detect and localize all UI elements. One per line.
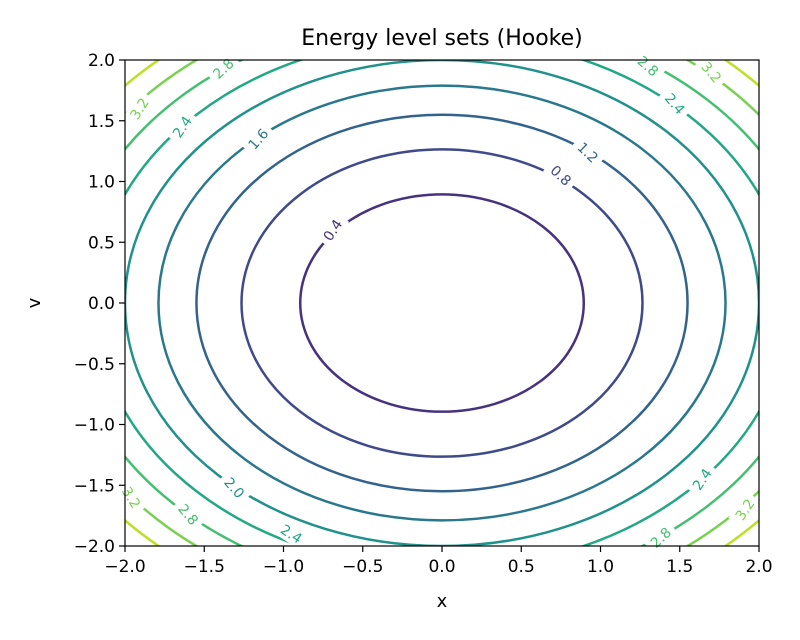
contour-label-group: 3.2 bbox=[728, 491, 762, 528]
y-tick-label: 1.5 bbox=[88, 112, 115, 132]
contour-label-group: 2.8 bbox=[171, 496, 206, 533]
y-tick-label: −1.0 bbox=[74, 416, 115, 436]
contour-label-background bbox=[694, 54, 729, 91]
x-tick-label: −0.5 bbox=[342, 557, 383, 577]
x-tick-label: 1.5 bbox=[666, 557, 693, 577]
contour-labels: 0.40.81.21.62.02.42.42.42.42.8 2.82.82.83… bbox=[115, 48, 762, 555]
x-axis-ticks: −2.0 −1.5 −1.0 −0.5 0.0 0.5 1.0 1.5 2.0 bbox=[104, 546, 773, 577]
y-axis-ticks: −2.0 −1.5 −1.0 −0.5 0.0 0.5 1.0 1.5 2.0 bbox=[74, 51, 125, 557]
contour-label-background bbox=[657, 85, 693, 122]
contour-label-background bbox=[630, 48, 667, 84]
y-tick-label: 0.0 bbox=[88, 294, 115, 314]
contour-level-0-4 bbox=[298, 193, 586, 413]
y-tick-label: −2.0 bbox=[74, 537, 115, 557]
contour-label-group: 2.0 bbox=[217, 469, 252, 506]
x-axis-label: x bbox=[437, 591, 448, 612]
contour-label-group: 2.8 bbox=[205, 51, 242, 86]
y-axis-label: v bbox=[24, 297, 45, 308]
y-tick-label: −0.5 bbox=[74, 355, 115, 375]
contour-label-group: 1.2 bbox=[570, 134, 606, 170]
contour-label-group: 1.6 bbox=[240, 121, 276, 157]
contour-label-background bbox=[217, 469, 252, 506]
contour-label-background bbox=[165, 108, 199, 146]
contour-label-background bbox=[570, 134, 606, 170]
contour-label-background bbox=[171, 496, 206, 533]
contour-label-group: 2.4 bbox=[685, 460, 719, 498]
y-tick-label: −1.5 bbox=[74, 476, 115, 496]
contour-label-group: 3.2 bbox=[115, 479, 148, 516]
contour-label-background bbox=[728, 491, 762, 528]
contour-label-background bbox=[543, 157, 579, 193]
contour-label-group: 2.4 bbox=[657, 85, 693, 122]
x-tick-label: 0.0 bbox=[428, 557, 455, 577]
x-tick-label: 1.0 bbox=[587, 557, 614, 577]
y-tick-label: 2.0 bbox=[88, 51, 115, 71]
contour-label-background bbox=[273, 517, 310, 551]
contour-label-group: 2.8 bbox=[630, 48, 667, 84]
contour-level-2-4 bbox=[125, 60, 759, 546]
contour-label-group: 2.4 bbox=[165, 108, 199, 146]
contour-label-background bbox=[115, 479, 148, 516]
chart-title: Energy level sets (Hooke) bbox=[301, 26, 583, 51]
contour-level-2 bbox=[125, 60, 759, 546]
y-tick-label: 1.0 bbox=[88, 173, 115, 193]
x-tick-label: −2.0 bbox=[104, 557, 145, 577]
x-tick-label: 0.5 bbox=[508, 557, 535, 577]
plot-frame bbox=[124, 59, 760, 547]
contour-label-background bbox=[316, 211, 349, 249]
contour-level-1-2 bbox=[195, 113, 689, 493]
contour-label-group: 0.4 bbox=[316, 211, 349, 249]
x-tick-label: −1.0 bbox=[263, 557, 304, 577]
contour-lines bbox=[125, 60, 759, 546]
contour-label-background bbox=[123, 90, 156, 127]
contour-label-background bbox=[240, 121, 276, 157]
contour-level-3-6 bbox=[125, 60, 759, 546]
contour-level-0-8 bbox=[240, 148, 644, 458]
x-tick-label: −1.5 bbox=[184, 557, 225, 577]
x-tick-label: 2.0 bbox=[745, 557, 772, 577]
contour-label-background bbox=[685, 460, 719, 498]
contour-level-1-6 bbox=[157, 84, 727, 522]
contour-label-group: 2.8 bbox=[642, 520, 679, 555]
y-tick-label: 0.5 bbox=[88, 233, 115, 253]
